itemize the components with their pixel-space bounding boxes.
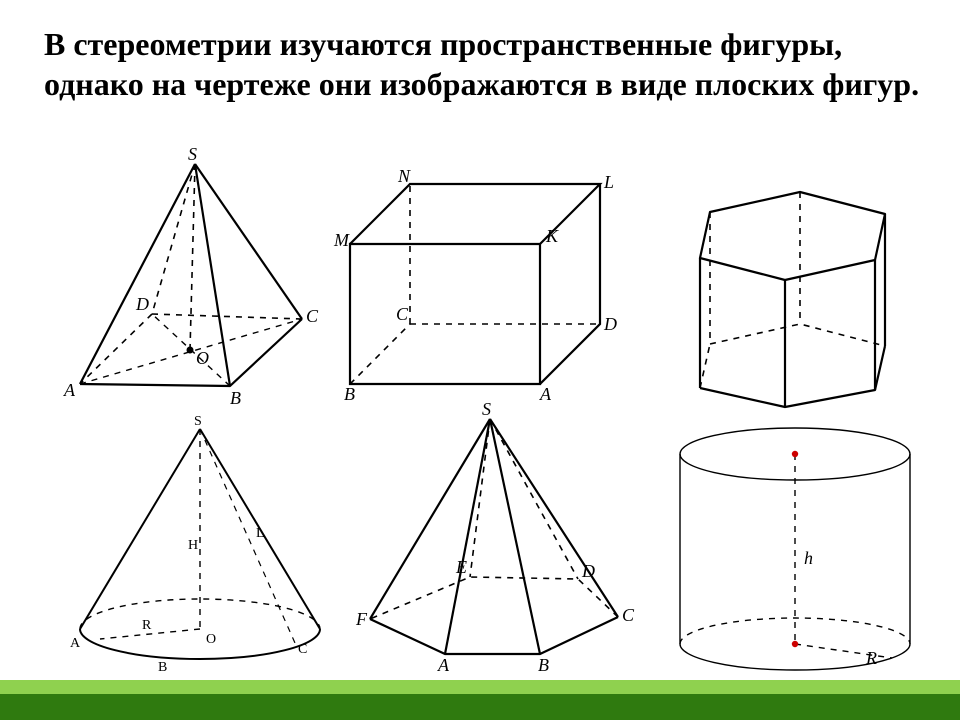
- vertex-label: A: [437, 655, 450, 675]
- vertex-label: C: [306, 306, 319, 326]
- vertex-label: A: [70, 636, 81, 651]
- vertex-label: E: [455, 557, 467, 577]
- figure-cylinder: h R: [670, 424, 920, 679]
- figures-grid: S A B C D O B A K M: [40, 164, 930, 674]
- vertex-label: C: [396, 304, 409, 324]
- vertex-label: S: [188, 144, 197, 164]
- center-dot-icon: [792, 451, 798, 457]
- figure-cone: S H L R O A B C: [70, 429, 330, 674]
- vertex-label: O: [206, 632, 216, 647]
- vertex-label: S: [482, 399, 491, 419]
- vertex-label: L: [603, 172, 614, 192]
- footer-accent-dark: [0, 694, 960, 720]
- center-dot-icon: [792, 641, 798, 647]
- vertex-label: A: [63, 380, 76, 400]
- page-title: В стереометрии изучаются пространственны…: [44, 24, 940, 104]
- vertex-label: B: [158, 660, 167, 675]
- figure-hex-pyramid: S F A B C D E: [360, 419, 645, 674]
- figure-square-pyramid: S A B C D O: [70, 164, 320, 409]
- dim-label: R: [865, 648, 877, 668]
- vertex-label: D: [135, 294, 149, 314]
- figure-hex-prism: [650, 172, 920, 417]
- vertex-label: C: [298, 642, 307, 657]
- vertex-label: C: [622, 605, 635, 625]
- dim-label: R: [142, 618, 152, 633]
- vertex-label: B: [230, 388, 241, 408]
- vertex-label: D: [603, 314, 617, 334]
- vertex-label: D: [581, 561, 595, 581]
- vertex-label: N: [397, 166, 411, 186]
- vertex-label: K: [545, 226, 559, 246]
- vertex-label: B: [344, 384, 355, 404]
- dim-label: L: [256, 526, 265, 541]
- vertex-label: F: [355, 609, 368, 629]
- vertex-label: B: [538, 655, 549, 675]
- vertex-label: S: [194, 414, 202, 429]
- dim-label: H: [188, 538, 198, 553]
- dim-label: h: [804, 548, 813, 568]
- vertex-label: A: [539, 384, 552, 404]
- vertex-label: O: [196, 348, 209, 368]
- figure-cuboid: B A K M C D L N: [350, 174, 620, 404]
- vertex-label: M: [333, 230, 350, 250]
- footer-accent-light: [0, 680, 960, 694]
